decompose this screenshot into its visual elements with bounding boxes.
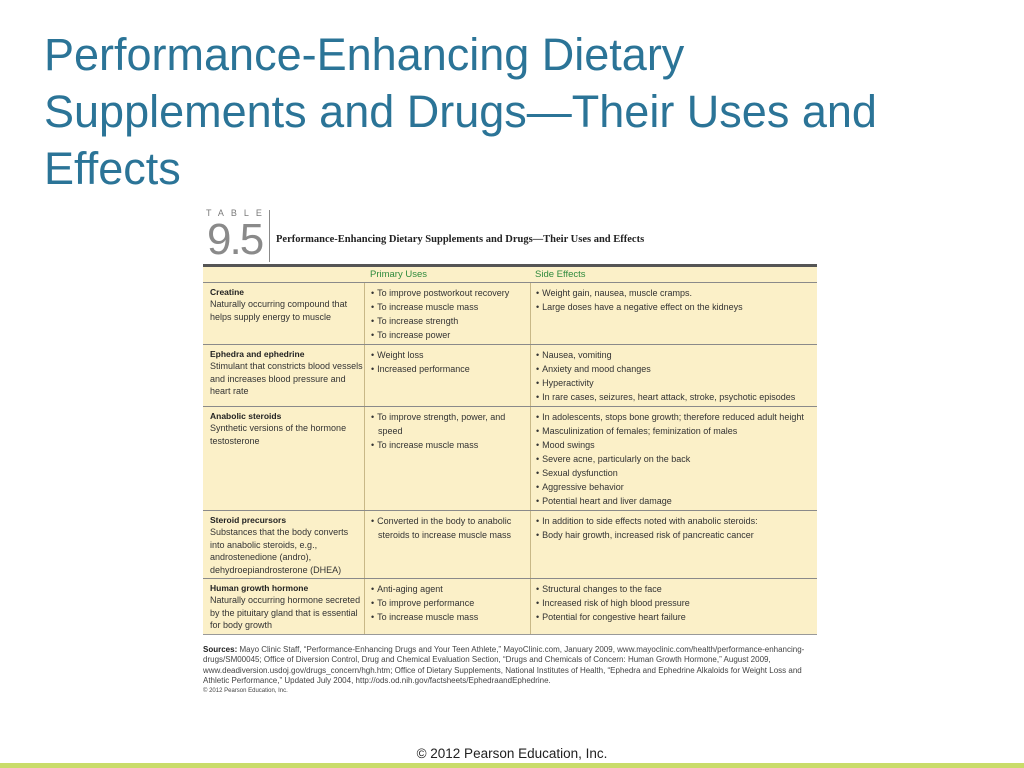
- side-effects-cell-list: Weight gain, nausea, muscle cramps.Large…: [535, 286, 817, 314]
- list-item: Increased risk of high blood pressure: [535, 596, 817, 610]
- list-item: Weight loss: [370, 348, 530, 362]
- list-item: Potential for congestive heart failure: [535, 610, 817, 624]
- list-item: Nausea, vomiting: [535, 348, 817, 362]
- table-number: 9.5: [207, 215, 264, 264]
- list-item: Severe acne, particularly on the back: [535, 452, 817, 466]
- list-item: Mood swings: [535, 438, 817, 452]
- slide-footer: © 2012 Pearson Education, Inc.: [416, 746, 608, 761]
- list-item: To improve performance: [370, 596, 530, 610]
- substance-name: Ephedra and ephedrine: [210, 349, 305, 359]
- table-body: Creatine Naturally occurring compound tha…: [203, 282, 817, 634]
- primary-uses-cell-list: To improve strength, power, and speedTo …: [370, 410, 530, 452]
- substance-name: Anabolic steroids: [210, 411, 282, 421]
- table-row: Ephedra and ephedrine Stimulant that cons…: [203, 344, 817, 406]
- substance-cell: Anabolic steroids Synthetic versions of t…: [203, 407, 365, 510]
- list-item: Increased performance: [370, 362, 530, 376]
- slide-title: Performance-Enhancing Dietary Supplement…: [44, 29, 877, 194]
- list-item: In addition to side effects noted with a…: [535, 514, 817, 528]
- substance-cell: Human growth hormone Naturally occurring …: [203, 579, 365, 634]
- primary-uses-cell: To improve postworkout recoveryTo increa…: [365, 283, 531, 344]
- sources-label: Sources:: [203, 644, 238, 654]
- substance-name: Steroid precursors: [210, 515, 287, 525]
- side-effects-cell: Structural changes to the faceIncreased …: [531, 579, 817, 634]
- list-item: Weight gain, nausea, muscle cramps.: [535, 286, 817, 300]
- primary-uses-cell: Weight lossIncreased performance: [365, 345, 531, 406]
- list-item: To increase power: [370, 328, 530, 342]
- substance-name: Creatine: [210, 287, 245, 297]
- list-item: To increase muscle mass: [370, 438, 530, 452]
- side-effects-cell-list: Nausea, vomitingAnxiety and mood changes…: [535, 348, 817, 404]
- list-item: In adolescents, stops bone growth; there…: [535, 410, 817, 424]
- table-title: Performance-Enhancing Dietary Supplement…: [276, 234, 645, 245]
- list-item: Anxiety and mood changes: [535, 362, 817, 376]
- table-row: Anabolic steroids Synthetic versions of t…: [203, 406, 817, 510]
- column-header-uses: Primary Uses: [370, 269, 428, 280]
- side-effects-cell-list: In addition to side effects noted with a…: [535, 514, 817, 542]
- list-item: To increase muscle mass: [370, 610, 530, 624]
- list-item: To increase muscle mass: [370, 300, 530, 314]
- table-row: Human growth hormone Naturally occurring …: [203, 578, 817, 634]
- list-item: Body hair growth, increased risk of panc…: [535, 528, 817, 542]
- list-item: Sexual dysfunction: [535, 466, 817, 480]
- list-item: In rare cases, seizures, heart attack, s…: [535, 390, 817, 404]
- table-row: Steroid precursors Substances that the bo…: [203, 510, 817, 578]
- sources-text: Mayo Clinic Staff, “Performance-Enhancin…: [203, 644, 805, 686]
- list-item: Converted in the body to anabolic steroi…: [370, 514, 530, 542]
- list-item: Potential heart and liver damage: [535, 494, 817, 508]
- substance-description: Naturally occurring hormone secreted by …: [210, 595, 361, 630]
- primary-uses-cell-list: Anti-aging agentTo improve performanceTo…: [370, 582, 530, 624]
- substance-description: Stimulant that constricts blood vessels …: [210, 361, 363, 396]
- substance-cell: Steroid precursors Substances that the bo…: [203, 511, 365, 578]
- table-row: Creatine Naturally occurring compound tha…: [203, 282, 817, 344]
- substance-description: Synthetic versions of the hormone testos…: [210, 423, 347, 446]
- table-sources: Sources: Mayo Clinic Staff, “Performance…: [203, 645, 817, 687]
- primary-uses-cell-list: Weight lossIncreased performance: [370, 348, 530, 376]
- table-column-headers: Primary Uses Side Effects: [203, 267, 817, 282]
- side-effects-cell: In adolescents, stops bone growth; there…: [531, 407, 817, 510]
- column-header-effects: Side Effects: [535, 269, 586, 280]
- primary-uses-cell: Anti-aging agentTo improve performanceTo…: [365, 579, 531, 634]
- primary-uses-cell: To improve strength, power, and speedTo …: [365, 407, 531, 510]
- list-item: To improve strength, power, and speed: [370, 410, 530, 438]
- table-bottom-rule: [203, 633, 817, 635]
- side-effects-cell-list: Structural changes to the faceIncreased …: [535, 582, 817, 624]
- footer-accent-bar: [0, 763, 1024, 768]
- list-item: Anti-aging agent: [370, 582, 530, 596]
- side-effects-cell: In addition to side effects noted with a…: [531, 511, 817, 578]
- list-item: Aggressive behavior: [535, 480, 817, 494]
- table-header: TABLE 9.5 Performance-Enhancing Dietary …: [203, 206, 817, 264]
- substance-description: Naturally occurring compound that helps …: [210, 299, 348, 322]
- primary-uses-cell-list: To improve postworkout recoveryTo increa…: [370, 286, 530, 342]
- list-item: To improve postworkout recovery: [370, 286, 530, 300]
- side-effects-cell: Nausea, vomitingAnxiety and mood changes…: [531, 345, 817, 406]
- substance-cell: Ephedra and ephedrine Stimulant that cons…: [203, 345, 365, 406]
- table-copyright: © 2012 Pearson Education, Inc.: [203, 687, 288, 694]
- substance-name: Human growth hormone: [210, 583, 309, 593]
- list-item: To increase strength: [370, 314, 530, 328]
- list-item: Large doses have a negative effect on th…: [535, 300, 817, 314]
- table-figure: TABLE 9.5 Performance-Enhancing Dietary …: [203, 206, 817, 694]
- primary-uses-cell-list: Converted in the body to anabolic steroi…: [370, 514, 530, 542]
- table-top-rule: [203, 264, 817, 267]
- list-item: Structural changes to the face: [535, 582, 817, 596]
- list-item: Hyperactivity: [535, 376, 817, 390]
- substance-cell: Creatine Naturally occurring compound tha…: [203, 283, 365, 344]
- primary-uses-cell: Converted in the body to anabolic steroi…: [365, 511, 531, 578]
- table-label-word: TABLE: [206, 208, 269, 218]
- substance-description: Substances that the body converts into a…: [210, 527, 349, 575]
- table-header-divider: [269, 210, 270, 262]
- list-item: Masculinization of females; feminization…: [535, 424, 817, 438]
- side-effects-cell: Weight gain, nausea, muscle cramps.Large…: [531, 283, 817, 344]
- side-effects-cell-list: In adolescents, stops bone growth; there…: [535, 410, 817, 508]
